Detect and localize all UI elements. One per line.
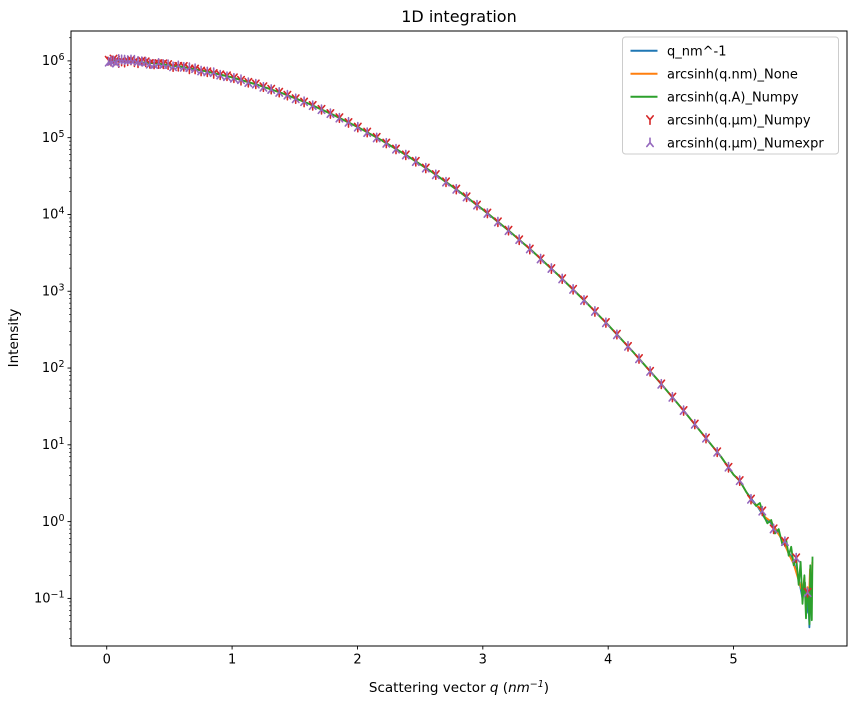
legend-label: arcsinh(q.μm)_Numexpr: [667, 136, 824, 151]
legend-box: [622, 36, 839, 155]
x-label-symbol: q: [490, 680, 499, 696]
series-markers-tri-up: [104, 54, 812, 598]
y-tick-base: 10: [34, 592, 51, 607]
y-tick-base: 10: [42, 515, 59, 530]
y-tick-label: 103: [42, 282, 65, 299]
x-label-prefix: Scattering vector: [369, 680, 490, 696]
x-tick-label: 3: [479, 653, 487, 668]
y-tick-label: 101: [42, 436, 65, 453]
legend-label: arcsinh(q.A)_Numpy: [667, 90, 799, 105]
y-axis-label: Intensity: [6, 309, 22, 368]
legend-sample-tri-down: [646, 115, 654, 125]
y-tick-exponent: −1: [50, 590, 64, 601]
y-tick-exponent: 1: [58, 436, 64, 447]
y-tick-label: 102: [42, 359, 65, 376]
x-label-unit: nm: [508, 680, 530, 696]
data-series: [104, 54, 814, 629]
x-tick-label: 4: [604, 653, 612, 668]
x-tick-label: 2: [353, 653, 361, 668]
legend-label: q_nm^-1: [667, 44, 727, 59]
y-tick-exponent: 0: [58, 513, 64, 524]
y-tick-base: 10: [42, 361, 59, 376]
axes-frame: [70, 30, 848, 647]
x-tick-label: 0: [103, 653, 111, 668]
y-tick-base: 10: [42, 131, 59, 146]
x-tick-label: 1: [228, 653, 236, 668]
y-tick-exponent: 6: [58, 52, 64, 63]
y-tick-label: 105: [42, 129, 65, 146]
chart-title: 1D integration: [401, 7, 516, 26]
y-tick-base: 10: [42, 284, 59, 299]
y-tick-label: 100: [42, 513, 65, 530]
legend-sample-tri-up: [646, 137, 654, 148]
y-tick-exponent: 5: [58, 129, 64, 140]
y-tick-label: 10−1: [34, 590, 65, 607]
x-tick-label: 5: [729, 653, 737, 668]
x-major-ticks: 0 1 2 3 4 5: [103, 646, 738, 668]
y-tick-exponent: 4: [58, 206, 64, 217]
x-label-unit-close: ): [544, 680, 549, 696]
legend-label: arcsinh(q.nm)_None: [667, 67, 798, 82]
y-tick-exponent: 2: [58, 359, 64, 370]
legend-label: arcsinh(q.μm)_Numpy: [667, 113, 811, 128]
x-axis-label: Scattering vector q (nm−1): [369, 679, 549, 696]
y-tick-label: 106: [42, 52, 65, 69]
x-label-unit-exponent: −1: [530, 679, 544, 690]
y-tick-base: 10: [42, 208, 59, 223]
x-label-unit-open: (: [499, 680, 509, 696]
legend: q_nm^-1 arcsinh(q.nm)_None arcsinh(q.A)_Nu…: [622, 36, 839, 155]
y-tick-label: 104: [42, 206, 65, 223]
y-tick-exponent: 3: [58, 282, 64, 293]
y-tick-base: 10: [42, 438, 59, 453]
y-tick-base: 10: [42, 54, 59, 69]
